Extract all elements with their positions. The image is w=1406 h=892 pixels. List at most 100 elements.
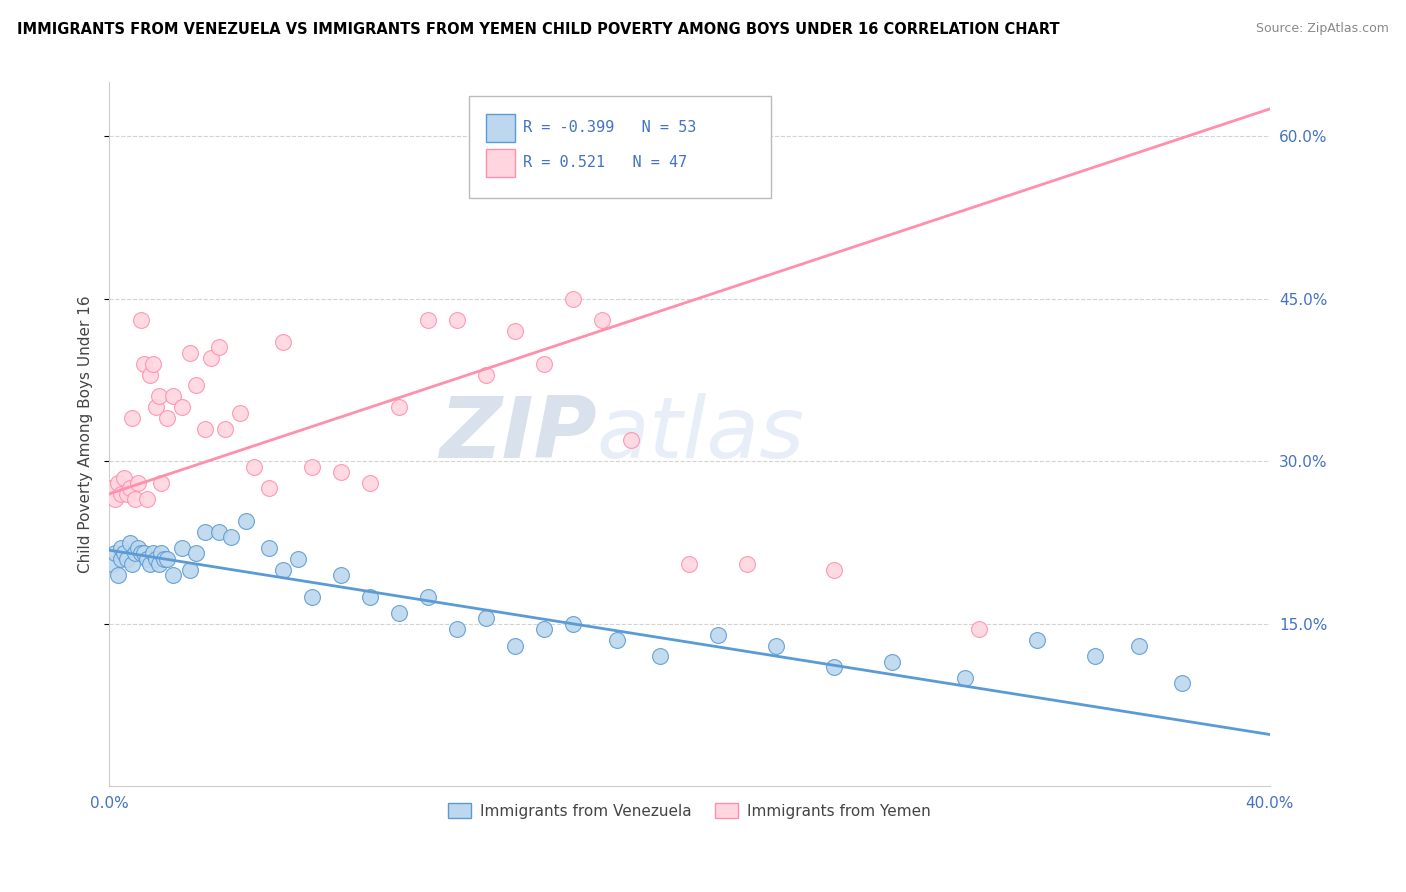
- Point: [1171, 676, 1194, 690]
- Point: [235, 514, 257, 528]
- Point: [591, 313, 613, 327]
- Point: [179, 563, 201, 577]
- Point: [136, 552, 159, 566]
- Point: [194, 524, 217, 539]
- Point: [678, 558, 700, 572]
- Point: [650, 649, 672, 664]
- Point: [101, 558, 124, 572]
- Point: [136, 492, 159, 507]
- Point: [243, 459, 266, 474]
- Point: [219, 530, 242, 544]
- Point: [533, 622, 555, 636]
- Point: [142, 357, 165, 371]
- Point: [186, 546, 208, 560]
- Point: [330, 465, 353, 479]
- Point: [118, 535, 141, 549]
- Point: [505, 639, 527, 653]
- Point: [257, 482, 280, 496]
- Point: [1128, 639, 1150, 653]
- Text: R = 0.521   N = 47: R = 0.521 N = 47: [523, 155, 688, 170]
- Text: R = -0.399   N = 53: R = -0.399 N = 53: [523, 120, 697, 136]
- Point: [110, 541, 132, 555]
- Point: [162, 568, 184, 582]
- Point: [446, 313, 468, 327]
- Point: [115, 552, 138, 566]
- Point: [475, 611, 498, 625]
- Point: [418, 590, 440, 604]
- Point: [129, 313, 152, 327]
- Point: [148, 558, 170, 572]
- Point: [148, 389, 170, 403]
- FancyBboxPatch shape: [470, 96, 770, 198]
- Point: [1084, 649, 1107, 664]
- Point: [620, 433, 643, 447]
- Point: [194, 422, 217, 436]
- Point: [110, 552, 132, 566]
- Text: atlas: atlas: [596, 392, 804, 475]
- Legend: Immigrants from Venezuela, Immigrants from Yemen: Immigrants from Venezuela, Immigrants fr…: [441, 797, 936, 824]
- Point: [156, 552, 179, 566]
- Point: [129, 546, 152, 560]
- Point: [214, 422, 236, 436]
- Y-axis label: Child Poverty Among Boys Under 16: Child Poverty Among Boys Under 16: [79, 295, 93, 573]
- Point: [142, 546, 165, 560]
- Point: [139, 368, 162, 382]
- Point: [257, 541, 280, 555]
- Point: [388, 606, 411, 620]
- Point: [418, 313, 440, 327]
- Point: [124, 546, 146, 560]
- Point: [121, 411, 143, 425]
- Text: Source: ZipAtlas.com: Source: ZipAtlas.com: [1256, 22, 1389, 36]
- Point: [737, 558, 759, 572]
- Point: [301, 590, 323, 604]
- Point: [446, 622, 468, 636]
- Point: [118, 482, 141, 496]
- Point: [359, 590, 381, 604]
- Point: [162, 389, 184, 403]
- Point: [200, 351, 222, 366]
- Point: [150, 475, 173, 490]
- Point: [153, 552, 176, 566]
- Point: [145, 400, 167, 414]
- Point: [139, 558, 162, 572]
- Point: [707, 628, 730, 642]
- Point: [112, 546, 135, 560]
- Point: [882, 655, 904, 669]
- Point: [107, 568, 129, 582]
- Text: IMMIGRANTS FROM VENEZUELA VS IMMIGRANTS FROM YEMEN CHILD POVERTY AMONG BOYS UNDE: IMMIGRANTS FROM VENEZUELA VS IMMIGRANTS …: [17, 22, 1060, 37]
- Point: [132, 357, 155, 371]
- Point: [145, 552, 167, 566]
- Point: [287, 552, 309, 566]
- Point: [124, 492, 146, 507]
- Point: [271, 334, 294, 349]
- Point: [127, 541, 149, 555]
- Point: [104, 546, 127, 560]
- Point: [229, 405, 252, 419]
- Point: [533, 357, 555, 371]
- Point: [179, 346, 201, 360]
- Point: [208, 341, 231, 355]
- Point: [765, 639, 787, 653]
- Point: [170, 541, 193, 555]
- Point: [359, 475, 381, 490]
- Point: [156, 411, 179, 425]
- Point: [101, 482, 124, 496]
- Point: [953, 671, 976, 685]
- Point: [132, 546, 155, 560]
- Point: [330, 568, 353, 582]
- Point: [121, 558, 143, 572]
- Point: [301, 459, 323, 474]
- Point: [969, 622, 991, 636]
- Point: [112, 470, 135, 484]
- Point: [606, 633, 628, 648]
- Point: [823, 660, 845, 674]
- FancyBboxPatch shape: [486, 149, 516, 177]
- Point: [505, 324, 527, 338]
- Point: [110, 487, 132, 501]
- Point: [475, 368, 498, 382]
- Point: [170, 400, 193, 414]
- Point: [1026, 633, 1049, 648]
- Point: [271, 563, 294, 577]
- Point: [208, 524, 231, 539]
- Point: [150, 546, 173, 560]
